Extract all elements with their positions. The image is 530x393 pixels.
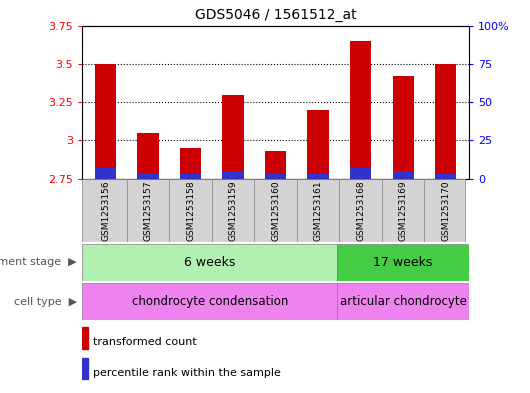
- Bar: [307, 110, 329, 179]
- Bar: [180, 174, 201, 179]
- Bar: [137, 173, 158, 179]
- Bar: [307, 173, 329, 179]
- Text: percentile rank within the sample: percentile rank within the sample: [93, 368, 281, 378]
- Bar: [393, 171, 414, 179]
- Text: GSM1253157: GSM1253157: [144, 180, 153, 241]
- Bar: [82, 358, 88, 379]
- Bar: [337, 283, 469, 320]
- Bar: [223, 171, 244, 179]
- Text: GSM1253168: GSM1253168: [356, 180, 365, 241]
- Bar: [82, 283, 337, 320]
- Text: GSM1253161: GSM1253161: [314, 180, 323, 241]
- Text: GSM1253156: GSM1253156: [101, 180, 110, 241]
- Text: cell type  ▶: cell type ▶: [14, 297, 77, 307]
- Bar: [223, 94, 244, 179]
- Text: GSM1253158: GSM1253158: [186, 180, 195, 241]
- Bar: [265, 174, 286, 179]
- Bar: [82, 244, 337, 281]
- Bar: [180, 148, 201, 179]
- Bar: [82, 327, 88, 349]
- Bar: [435, 173, 456, 179]
- Bar: [393, 76, 414, 179]
- Text: 17 weeks: 17 weeks: [374, 256, 433, 269]
- Text: transformed count: transformed count: [93, 337, 197, 347]
- Text: GSM1253159: GSM1253159: [228, 180, 237, 241]
- Bar: [265, 151, 286, 179]
- Bar: [350, 41, 371, 179]
- Text: GSM1253170: GSM1253170: [441, 180, 450, 241]
- Text: 6 weeks: 6 weeks: [184, 256, 235, 269]
- Title: GDS5046 / 1561512_at: GDS5046 / 1561512_at: [195, 8, 356, 22]
- Bar: [95, 168, 116, 179]
- Bar: [435, 64, 456, 179]
- Bar: [137, 133, 158, 179]
- Text: chondrocyte condensation: chondrocyte condensation: [131, 295, 288, 308]
- Bar: [350, 168, 371, 179]
- Text: development stage  ▶: development stage ▶: [0, 257, 77, 267]
- Bar: [95, 64, 116, 179]
- Text: articular chondrocyte: articular chondrocyte: [340, 295, 466, 308]
- Text: GSM1253169: GSM1253169: [399, 180, 408, 241]
- Bar: [337, 244, 469, 281]
- Text: GSM1253160: GSM1253160: [271, 180, 280, 241]
